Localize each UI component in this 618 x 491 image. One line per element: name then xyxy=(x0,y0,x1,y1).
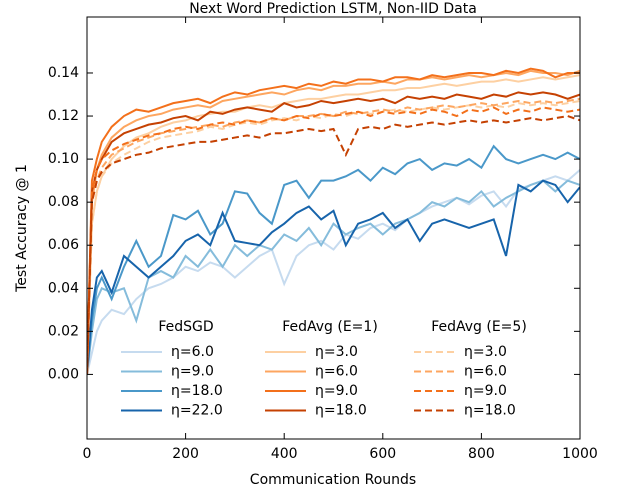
legend-label: η=18.0 xyxy=(315,403,367,419)
series-line xyxy=(87,106,580,375)
x-tick-label: 1000 xyxy=(562,446,598,462)
series-line xyxy=(87,144,580,375)
series-line xyxy=(87,115,580,375)
series-line xyxy=(87,169,580,375)
legend-label: η=6.0 xyxy=(315,364,358,380)
y-tick-label: 0.06 xyxy=(48,237,79,253)
x-tick-label: 200 xyxy=(172,446,199,462)
legend-group-title: FedAvg (E=1) xyxy=(282,319,378,335)
y-axis-label: Test Accuracy @ 1 xyxy=(14,164,30,293)
chart-title: Next Word Prediction LSTM, Non-IID Data xyxy=(189,1,477,17)
legend-group-title: FedSGD xyxy=(158,319,213,335)
x-tick-label: 800 xyxy=(468,446,495,462)
series-line xyxy=(87,91,580,375)
y-tick-label: 0.02 xyxy=(48,323,79,339)
legend-label: η=9.0 xyxy=(171,364,214,380)
series-line xyxy=(87,97,580,375)
legend-group-title: FedAvg (E=5) xyxy=(431,319,527,335)
legend-label: η=3.0 xyxy=(315,344,358,360)
y-tick-label: 0.12 xyxy=(48,108,79,124)
legend-label: η=18.0 xyxy=(171,383,223,399)
y-tick-label: 0.14 xyxy=(48,65,79,81)
legend-label: η=18.0 xyxy=(464,403,516,419)
legend-label: η=9.0 xyxy=(464,383,507,399)
legend-label: η=6.0 xyxy=(171,344,214,360)
y-tick-label: 0.08 xyxy=(48,194,79,210)
series-line xyxy=(87,179,580,375)
legend-label: η=9.0 xyxy=(315,383,358,399)
x-axis-label: Communication Rounds xyxy=(250,472,416,488)
series-line xyxy=(87,99,580,375)
y-tick-label: 0.00 xyxy=(48,366,79,382)
plot-frame xyxy=(86,16,581,440)
y-tick-label: 0.10 xyxy=(48,151,79,167)
legend-label: η=6.0 xyxy=(464,364,507,380)
legend-label: η=22.0 xyxy=(171,403,223,419)
x-tick-label: 400 xyxy=(271,446,298,462)
series-line xyxy=(87,74,580,375)
legend-label: η=3.0 xyxy=(464,344,507,360)
x-tick-label: 0 xyxy=(83,446,92,462)
series-line xyxy=(87,67,580,375)
y-tick-label: 0.04 xyxy=(48,280,79,296)
x-tick-label: 600 xyxy=(369,446,396,462)
